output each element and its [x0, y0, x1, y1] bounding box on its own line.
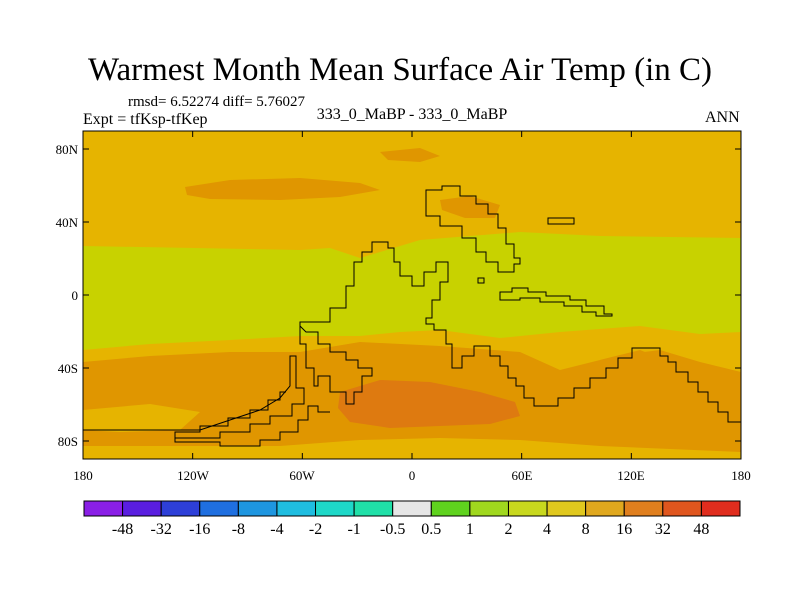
colorbar-swatch	[160, 500, 201, 517]
colorbar-label: 1	[466, 521, 474, 538]
field-warmer-arctic-patch	[380, 148, 440, 162]
colorbar-swatch	[237, 500, 278, 517]
season-label: ANN	[705, 109, 740, 126]
colorbar-label: 4	[543, 521, 551, 538]
y-tick-label-40n: 40N	[56, 215, 79, 230]
colorbar-label: -0.5	[380, 521, 405, 538]
colorbar-swatch	[276, 500, 317, 517]
y-axis-ticks	[83, 148, 741, 442]
coastline-outlines	[83, 185, 741, 447]
field-hot-southern-core	[338, 380, 520, 428]
colorbar-swatch	[585, 500, 625, 517]
colorbar-label: 0.5	[421, 521, 441, 538]
coastline-tiny-island	[477, 277, 485, 284]
colorbar-label: 48	[693, 521, 709, 538]
coastline-northeast-block	[425, 185, 521, 273]
x-tick-label-180w: 180	[73, 468, 93, 483]
colorbar-swatch	[315, 500, 355, 517]
colorbar-label: 16	[616, 521, 632, 538]
coastline-main-continent	[299, 241, 741, 423]
y-tick-label-80n: 80N	[56, 142, 79, 157]
x-tick-label-120e: 120E	[617, 468, 645, 483]
x-tick-label-60w: 60W	[289, 468, 315, 483]
colorbar-swatch	[353, 500, 394, 517]
colorbar-label: 2	[504, 521, 512, 538]
colorbar-label: -4	[270, 521, 283, 538]
colorbar-label: -32	[151, 521, 172, 538]
rmsd-diff-stats: rmsd= 6.52274 diff= 5.76027	[128, 94, 306, 110]
x-axis-ticks	[82, 131, 742, 459]
colorbar-swatch	[199, 500, 239, 517]
x-tick-label-60e: 60E	[512, 468, 533, 483]
field-hot-southeast-patch	[600, 350, 700, 410]
colorbar-label: -16	[189, 521, 210, 538]
plot-title: Warmest Month Mean Surface Air Temp (in …	[87, 52, 713, 88]
coastline-east-island	[499, 287, 613, 317]
run-comparison-label: 333_0_MaBP - 333_0_MaBP	[316, 106, 508, 123]
coastline-small-island	[547, 217, 575, 225]
y-tick-label-40s: 40S	[58, 361, 78, 376]
colorbar-label: -1	[347, 521, 360, 538]
x-tick-label-120w: 120W	[177, 468, 210, 483]
y-tick-label-80s: 80S	[58, 434, 78, 449]
colorbar-label: -2	[309, 521, 322, 538]
experiment-label: Expt = tfKsp-tfKep	[83, 111, 208, 128]
colorbar-swatch	[507, 500, 548, 517]
x-tick-label-0: 0	[409, 468, 416, 483]
colorbar	[83, 500, 741, 517]
coastline-west-peninsula	[299, 324, 373, 405]
temperature-field	[83, 131, 741, 459]
y-tick-label-0: 0	[72, 288, 79, 303]
colorbar-swatch	[546, 500, 587, 517]
colorbar-label: 32	[655, 521, 671, 538]
field-warm-southwest-patch	[83, 404, 200, 432]
colorbar-swatch	[430, 500, 471, 517]
colorbar-swatch	[83, 500, 124, 517]
colorbar-label: -8	[232, 521, 245, 538]
colorbar-swatch	[392, 500, 432, 517]
colorbar-swatch	[662, 500, 702, 517]
field-warmer-northern-streak	[185, 178, 380, 200]
coastline-south-arc-inner	[174, 391, 286, 438]
colorbar-swatch	[122, 500, 162, 517]
colorbar-label: -48	[112, 521, 133, 538]
colorbar-swatch	[469, 500, 509, 517]
colorbar-swatch	[700, 500, 741, 517]
coastline-south-arc-outer	[83, 355, 330, 447]
x-tick-label-180e: 180	[731, 468, 751, 483]
colorbar-swatch	[623, 500, 664, 517]
field-warmer-asia-patch	[440, 196, 500, 218]
colorbar-label: 8	[582, 521, 590, 538]
colorbar-labels: -48 -32 -16 -8 -4 -2 -1 -0.5 0.5 1 2 4 8 16 32 48	[112, 521, 709, 538]
field-cool-tropical-band	[83, 232, 741, 350]
